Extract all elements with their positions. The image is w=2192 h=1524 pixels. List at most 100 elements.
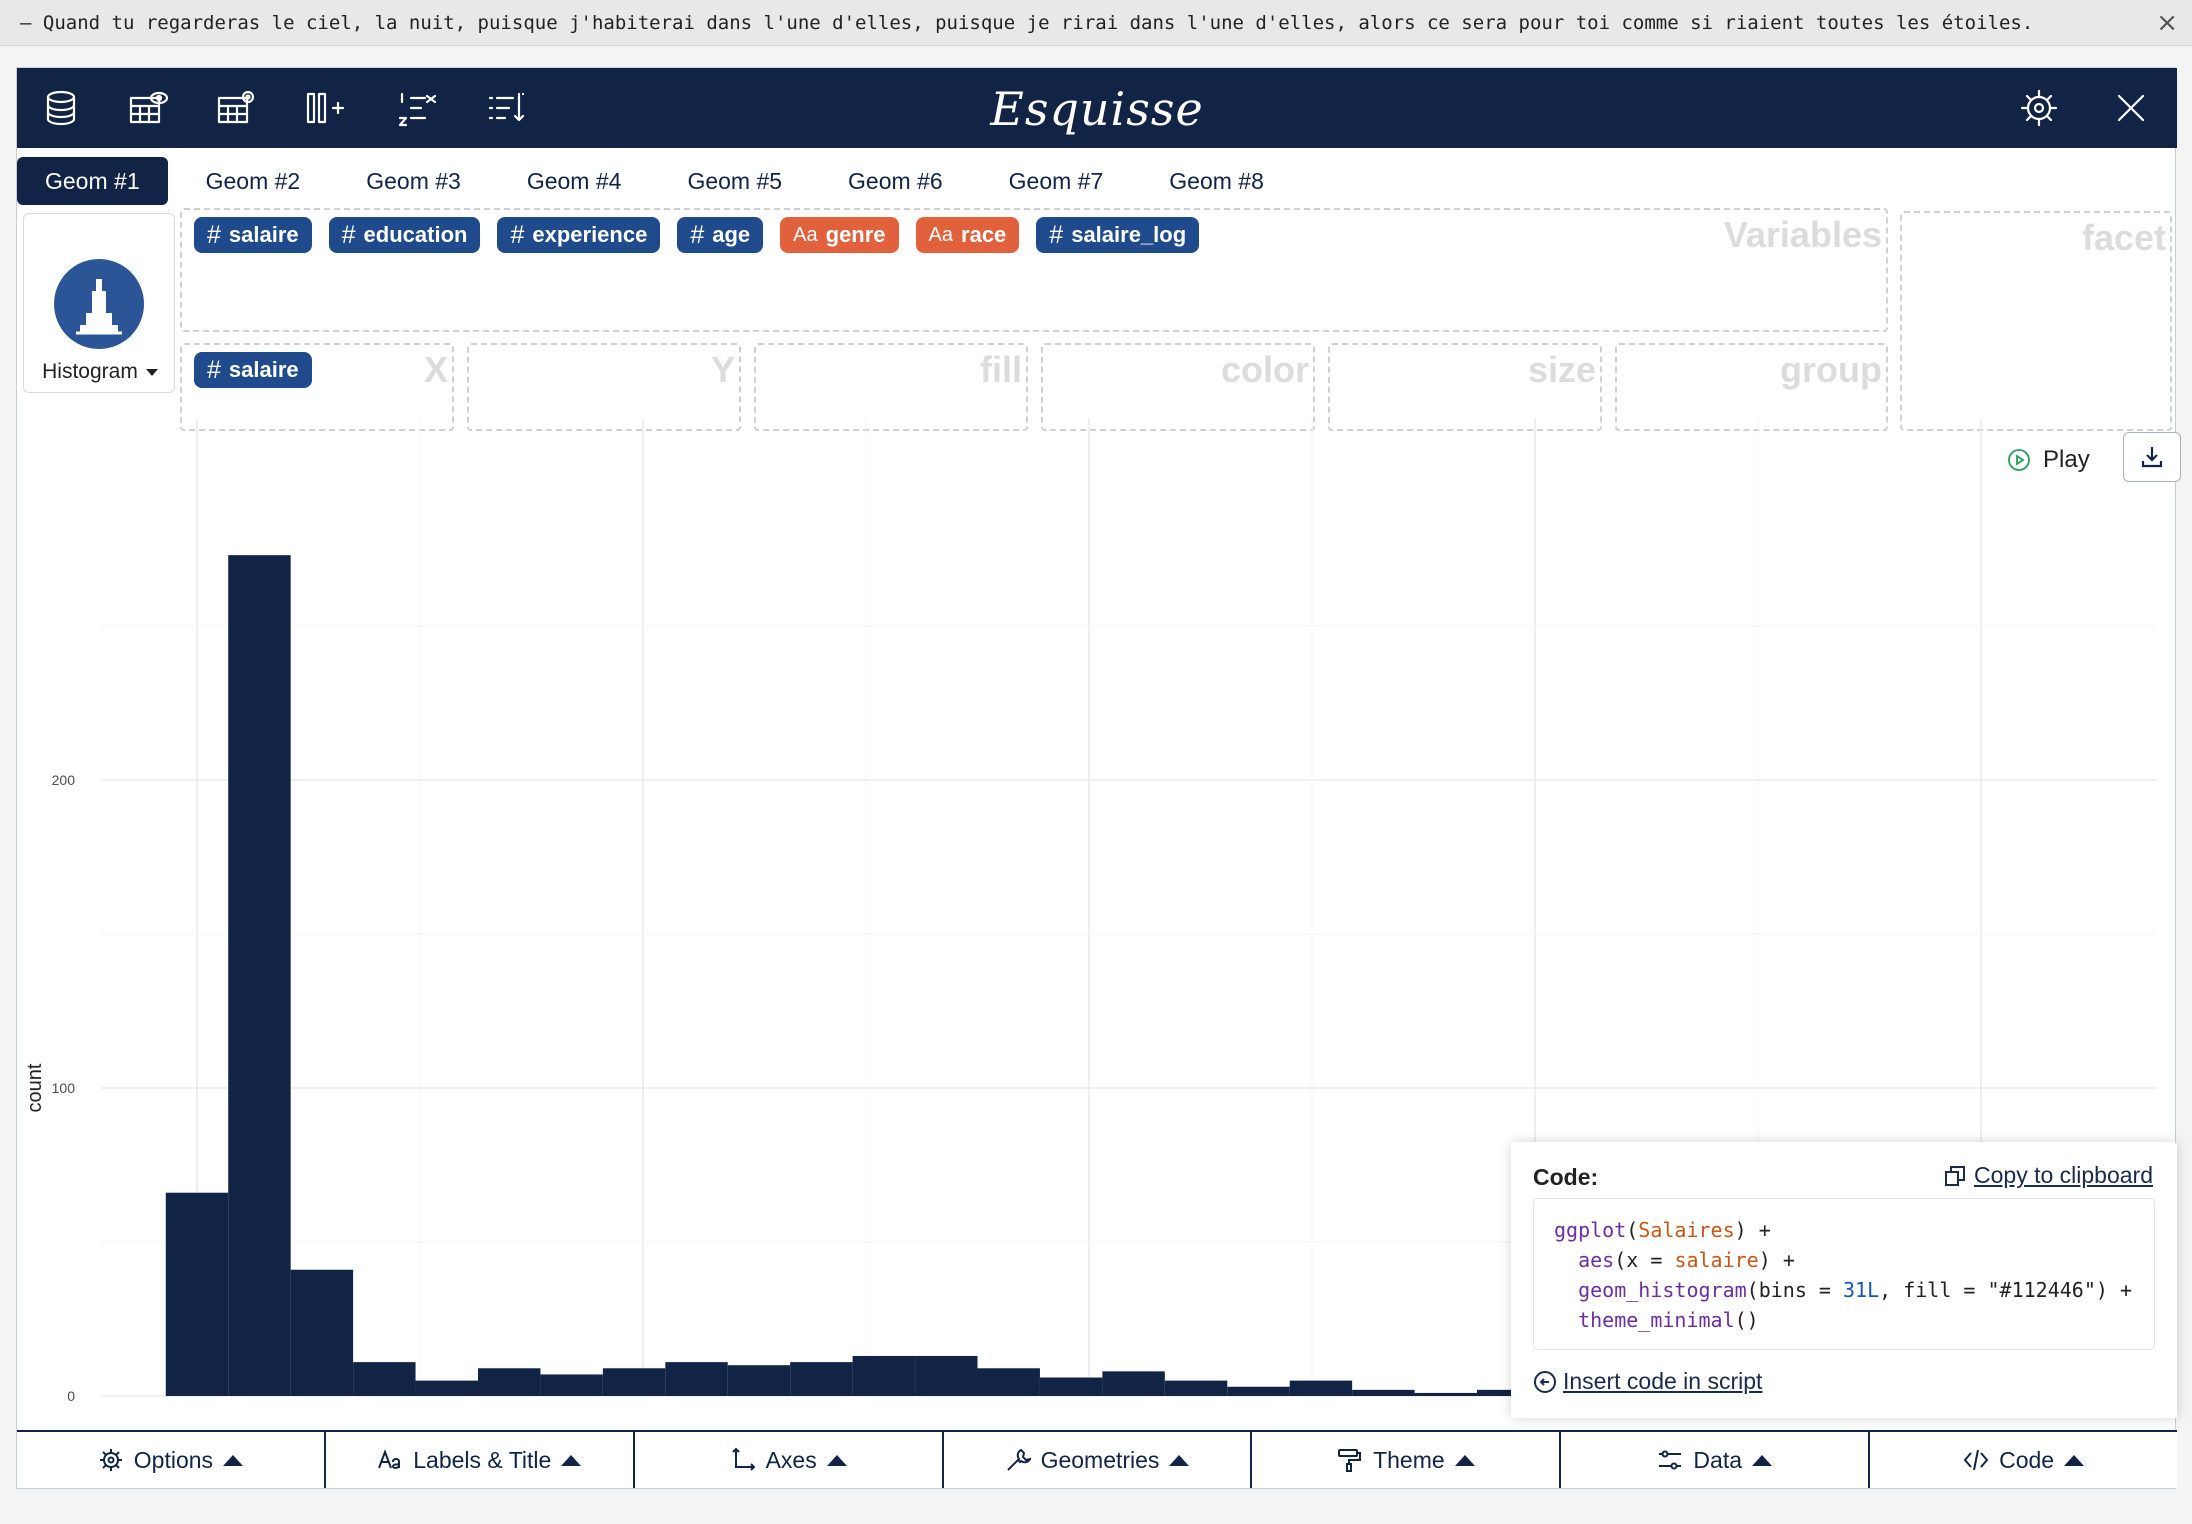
app-header: Esquisse [17,68,2177,148]
histogram-bar [477,1368,541,1396]
histogram-bar [1102,1371,1165,1396]
copy-icon [1945,1165,1965,1186]
histogram-bar [1227,1386,1290,1396]
sort-list-icon[interactable] [487,88,527,128]
y-tick-label: 100 [52,1080,76,1096]
histogram-bar [852,1355,916,1396]
code-title: Code: [1533,1164,1599,1190]
close-icon[interactable] [2111,88,2151,128]
code-token: ) + [1758,1248,1795,1272]
sliders-icon [1657,1447,1683,1473]
caret-up-icon [1454,1454,1475,1466]
numeric-type-icon: # [510,220,525,249]
histogram-bar [353,1362,416,1396]
database-icon[interactable] [41,88,81,128]
axes-button[interactable]: Axes [634,1432,944,1488]
variables-zone-label: Variables [1723,214,1882,255]
bottom-toolbar: Options Labels & Title Axes Geometries T… [17,1430,2178,1488]
labels-title-button[interactable]: Labels & Title [325,1432,635,1488]
code-line: ggplot(Salaires) + [1554,1215,2154,1245]
tab-geom-7[interactable]: Geom #7 [1008,167,1104,194]
code-token: (bins = [1746,1278,1843,1302]
code-line: geom_histogram(bins = 31L, fill = "#1124… [1554,1275,2154,1305]
y-axis-title: count [24,1063,46,1112]
variable-badge-education[interactable]: # education [328,217,481,253]
play-icon [2008,449,2030,471]
code-token [1554,1248,1578,1272]
variable-name: education [363,222,468,247]
histogram-bar [415,1380,478,1396]
create-factor-icon[interactable] [397,88,437,128]
theme-button[interactable]: Theme [1252,1432,1562,1488]
histogram-bar [977,1368,1040,1396]
chevron-down-icon [145,368,158,376]
variable-badge-salaire[interactable]: # salaire [194,217,312,253]
group-dropzone[interactable]: group [1615,343,1888,431]
copy-to-clipboard-link[interactable]: Copy to clipboard [1944,1162,2153,1189]
play-button[interactable]: Play [2007,440,2090,480]
geometries-button[interactable]: Geometries [943,1432,1253,1488]
tab-geom-1[interactable]: Geom #1 [17,157,168,205]
geom-tabs: Geom #1 Geom #2 Geom #3 Geom #4 Geom #5 … [17,157,1302,207]
variable-badge-race[interactable]: Aa race [915,217,1020,253]
download-button[interactable] [2123,432,2181,482]
variable-badge-salaire-log[interactable]: # salaire_log [1036,217,1200,253]
variable-badge-genre[interactable]: Aa genre [780,217,899,253]
numeric-type-icon: # [690,220,705,249]
tab-geom-2[interactable]: Geom #2 [205,167,301,194]
code-token: geom_histogram [1578,1278,1747,1302]
character-type-icon: Aa [928,223,954,246]
size-dropzone[interactable]: size [1328,343,1602,431]
color-dropzone[interactable]: color [1041,343,1315,431]
insert-code-link[interactable]: Insert code in script [1533,1368,1762,1395]
tab-geom-3[interactable]: Geom #3 [366,167,461,194]
download-icon [2141,447,2163,468]
tab-geom-5[interactable]: Geom #5 [687,167,783,194]
tab-geom-6[interactable]: Geom #6 [848,167,943,194]
histogram-bar [540,1374,603,1396]
code-token: ( [1626,1218,1639,1242]
code-block: ggplot(Salaires) + aes(x = salaire) + ge… [1533,1198,2155,1350]
code-button[interactable]: Code [1870,1432,2178,1488]
code-token: () [1734,1308,1759,1332]
table-settings-icon[interactable] [217,88,257,128]
options-button[interactable]: Options [17,1432,326,1488]
variable-name: race [961,222,1007,247]
variable-badge-experience[interactable]: # experience [497,217,661,253]
y-tick-label: 0 [67,1388,75,1404]
x-salaire-badge[interactable]: # salaire [194,352,312,388]
caret-up-icon [1752,1454,1773,1466]
code-token: Salaires [1638,1218,1735,1242]
variables-dropzone[interactable]: Variables # salaire # education # experience #… [180,208,1888,332]
tab-geom-4[interactable]: Geom #4 [526,167,622,194]
facet-dropzone[interactable]: facet [1900,211,2172,431]
variable-name: experience [532,222,648,247]
table-view-icon[interactable] [129,88,169,128]
code-token: salaire [1674,1248,1759,1272]
y-dropzone[interactable]: Y [467,343,741,431]
histogram-bar [1477,1389,1540,1396]
tab-geom-8[interactable]: Geom #8 [1169,167,1264,194]
esquisse-app: Esquisse Geom #1 Geom #2 Geom #3 Geom #4… [16,67,2181,1489]
histogram-bar [1289,1380,1353,1396]
add-column-icon[interactable] [305,88,345,128]
histogram-bar [165,1192,229,1396]
variable-name: salaire_log [1071,222,1187,247]
histogram-icon [54,259,144,349]
x-dropzone[interactable]: X # salaire [180,343,454,431]
variable-name: genre [825,222,886,247]
data-button[interactable]: Data [1561,1432,1871,1488]
code-icon [1963,1447,1989,1473]
variable-badge-age[interactable]: # age [677,217,764,253]
notice-close-icon[interactable]: × [2156,8,2178,38]
histogram-bar [727,1365,791,1396]
color-zone-label: color [1220,349,1309,390]
arrow-circle-left-icon [1534,1370,1556,1393]
caret-up-icon [1169,1454,1190,1466]
histogram-bar [1414,1392,1478,1396]
settings-icon[interactable] [2019,88,2059,128]
numeric-type-icon: # [1049,220,1064,249]
axes-icon [730,1447,756,1473]
geom-selector[interactable]: Histogram [23,213,175,393]
fill-dropzone[interactable]: fill [754,343,1028,431]
